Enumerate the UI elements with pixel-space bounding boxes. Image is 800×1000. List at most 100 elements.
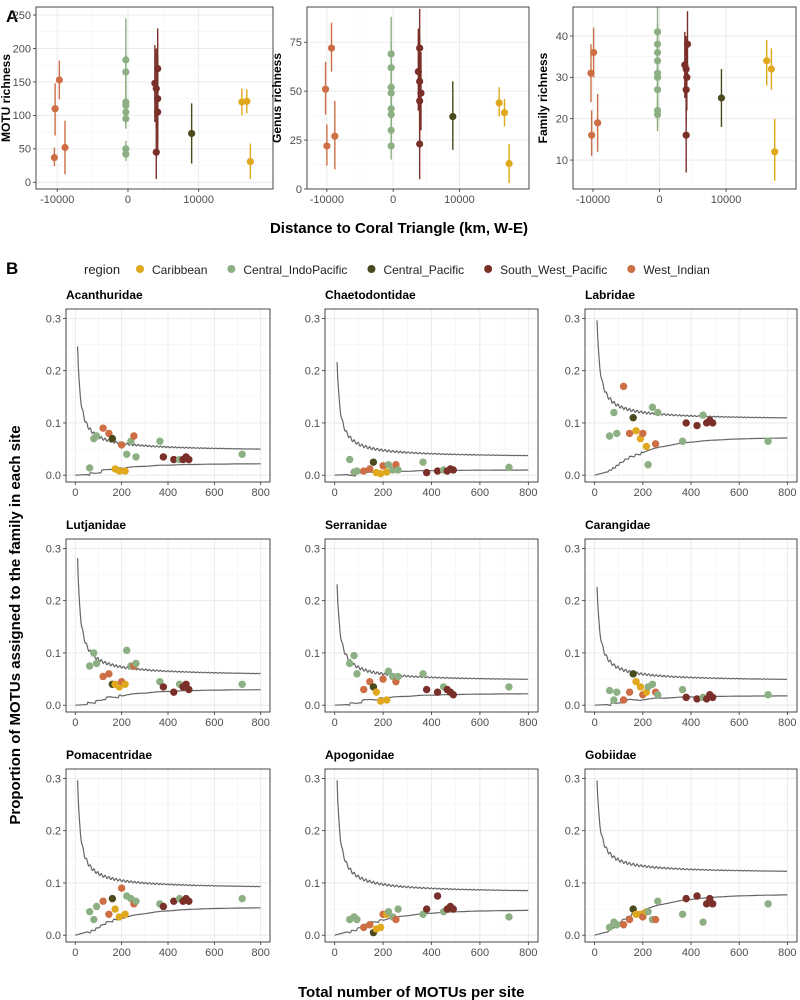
facet-apogonidae-point xyxy=(449,905,457,913)
facet-lutjanidae-x-tick-label: 800 xyxy=(252,717,270,729)
facet-labridae-point xyxy=(654,408,662,417)
panel-a-plot2-y-tick-label: 50 xyxy=(290,86,302,98)
facet-labridae-point xyxy=(699,411,707,419)
facet-lutjanidae-y-tick-label: 0.1 xyxy=(46,648,61,660)
facet-gobiidae-x-tick-label: 400 xyxy=(682,947,700,959)
facet-acanthuridae-point xyxy=(99,424,107,432)
facet-labridae-y-tick-label: 0.1 xyxy=(565,418,580,430)
facet-lutjanidae-y-tick-label: 0.2 xyxy=(46,596,61,608)
facet-labridae-point xyxy=(693,421,701,430)
panel-a-plot1-point xyxy=(61,143,69,152)
facet-lutjanidae-frame xyxy=(65,538,271,713)
facet-chaetodontidae-point xyxy=(353,467,361,475)
facet-labridae-x-tick-label: 200 xyxy=(634,487,652,499)
facet-pomacentridae-lower-envelope xyxy=(75,907,261,936)
facet-gobiidae-y-tick-label: 0.0 xyxy=(565,930,580,942)
facet-serranidae-point xyxy=(449,691,457,699)
facet-carangidae-x-tick-label: 600 xyxy=(730,717,748,729)
facet-carangidae-point xyxy=(605,686,614,695)
panel-a-plot2-point xyxy=(387,142,395,150)
facet-carangidae: Carangidae 0 200 400 600 800 0.0 0.1 0.2 0.3 xyxy=(565,518,798,729)
facet-acanthuridae-point xyxy=(159,453,168,461)
facet-apogonidae-point xyxy=(422,905,431,913)
facet-pomacentridae-y-tick-label: 0.0 xyxy=(46,930,61,942)
facet-labridae-point xyxy=(619,382,628,391)
panel-a-plot2-x-tick-label: 10000 xyxy=(444,194,475,206)
panel-a-plot1-y-tick-label: 0 xyxy=(25,177,31,189)
panel-a-plot3-x-tick-label: 10000 xyxy=(711,194,742,206)
panel-a-plot1-point xyxy=(50,153,58,162)
facet-labridae-point xyxy=(648,403,657,411)
panel-a-plot3-point xyxy=(767,65,775,73)
facet-lutjanidae-point xyxy=(99,672,107,681)
legend-key xyxy=(484,265,493,273)
facet-apogonidae-y-tick-label: 0.3 xyxy=(305,773,320,785)
facet-gobiidae-y-tick-label: 0.1 xyxy=(565,878,580,890)
facet-lutjanidae-point xyxy=(85,662,94,670)
panel-a-plot2-point xyxy=(495,99,503,107)
facet-labridae-point xyxy=(644,461,652,469)
facet-labridae-x-tick-label: 800 xyxy=(778,487,796,499)
facet-acanthuridae-point xyxy=(121,467,129,475)
legend-item-label: West_Indian xyxy=(643,263,710,277)
facet-lutjanidae-x-tick-label: 400 xyxy=(159,717,177,729)
facet-apogonidae-lower-envelope xyxy=(334,909,529,936)
facet-lutjanidae-y-tick-label: 0.0 xyxy=(46,700,61,712)
legend-title: region xyxy=(84,262,120,277)
facet-apogonidae-point xyxy=(392,915,400,924)
facet-chaetodontidae-y-tick-label: 0.2 xyxy=(305,366,320,378)
panel-a-plot1-frame xyxy=(35,6,274,190)
panel-a-plot1-x-tick-label: 0 xyxy=(125,194,131,206)
facet-carangidae-point xyxy=(619,696,628,704)
facet-labridae-y-tick-label: 0.0 xyxy=(565,470,580,482)
facet-pomacentridae-point xyxy=(90,915,98,924)
facet-labridae-point xyxy=(625,429,634,438)
panel-a-plot3-point xyxy=(682,131,690,139)
facet-acanthuridae-x-tick-label: 0 xyxy=(72,487,78,499)
facet-carangidae-point xyxy=(613,688,621,696)
facet-labridae-x-tick-label: 600 xyxy=(730,487,748,499)
panel-a-plot1-point xyxy=(51,105,59,113)
facet-lutjanidae-x-tick-label: 600 xyxy=(205,717,223,729)
facet-pomacentridae-y-tick-label: 0.1 xyxy=(46,878,61,890)
facet-gobiidae-y-tick-label: 0.2 xyxy=(565,826,580,838)
facet-serranidae-point xyxy=(350,651,358,660)
panel-a-plot2-point xyxy=(416,140,424,148)
legend-item: South_West_Pacific xyxy=(484,263,607,277)
facet-pomacentridae-y-tick-label: 0.2 xyxy=(46,826,61,838)
panel-a-plot3-ylabel: Family richness xyxy=(536,52,550,143)
facet-labridae-x-tick-label: 0 xyxy=(592,487,598,499)
facet-gobiidae-point xyxy=(625,915,634,924)
facet-serranidae-point xyxy=(433,688,442,696)
panel-a-plot3-y-tick-label: 40 xyxy=(556,31,568,43)
facet-gobiidae-point xyxy=(654,897,662,905)
panel-a-plot2-x-tick-label: -10000 xyxy=(310,194,344,206)
facet-labridae-point xyxy=(651,440,660,448)
facet-acanthuridae-x-tick-label: 400 xyxy=(159,487,177,499)
facet-acanthuridae-point xyxy=(156,437,164,445)
facet-lutjanidae-point xyxy=(156,677,164,686)
facet-carangidae-point xyxy=(625,688,634,696)
panel-a-plot1-point xyxy=(122,115,130,123)
facet-pomacentridae-point xyxy=(111,905,119,913)
panel-a-plot2-x-tick-label: 0 xyxy=(390,194,396,206)
facet-acanthuridae-point xyxy=(85,464,94,472)
facet-serranidae-point xyxy=(345,659,354,668)
panel-a-plot2-y-tick-label: 75 xyxy=(290,37,302,49)
facet-acanthuridae-y-tick-label: 0.1 xyxy=(46,418,61,430)
facet-gobiidae-point xyxy=(699,918,707,926)
facet-serranidae-point xyxy=(360,685,368,694)
facet-acanthuridae-point xyxy=(185,455,193,464)
facet-chaetodontidae-y-tick-label: 0.3 xyxy=(305,313,320,325)
facet-apogonidae-point xyxy=(353,915,361,924)
facet-serranidae-point xyxy=(372,688,381,696)
facet-labridae-point xyxy=(642,442,651,451)
facet-pomacentridae-point xyxy=(85,907,94,916)
facet-acanthuridae-x-tick-label: 200 xyxy=(112,487,130,499)
panel-a-plot1-y-tick-label: 50 xyxy=(19,144,31,156)
facet-serranidae-y-tick-label: 0.0 xyxy=(305,700,320,712)
panel-a-plot3-point xyxy=(717,94,726,102)
panel-b-ylabel: Proportion of MOTUs assigned to the fami… xyxy=(7,425,24,824)
